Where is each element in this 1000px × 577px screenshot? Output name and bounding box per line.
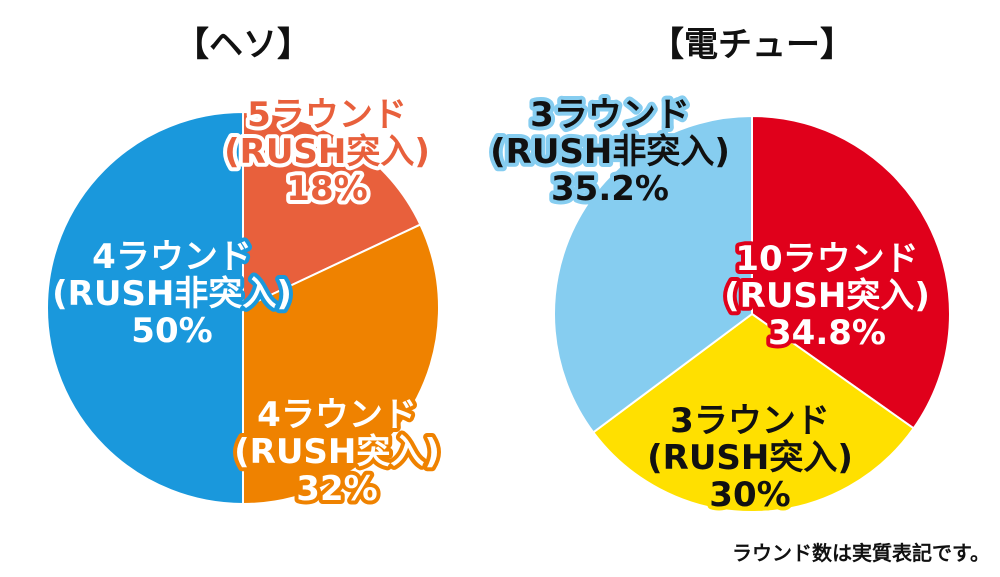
slice-label-line: 50% — [131, 311, 212, 351]
slice-label-line: (RUSH非突入) — [52, 274, 292, 314]
pie-slice — [242, 110, 422, 310]
slice-label-line: (RUSH非突入) — [490, 132, 730, 172]
pie-chart-heso: 5ラウンド(RUSH突入) 18%4ラウンド(RUSH突入) 32%4ラウンド(RU… — [46, 91, 444, 513]
slice-label: 3ラウンド(RUSH非突入) 35.2% — [490, 95, 730, 209]
slice-label-line: (RUSH突入) — [234, 432, 440, 472]
slice-label-line: 4ラウンド — [257, 395, 417, 435]
slice-label-line: 10ラウンド — [735, 239, 918, 279]
slice-label-line: 35.2% — [551, 169, 669, 209]
slice-label: 10ラウンド(RUSH突入) 34.8% — [724, 239, 930, 353]
heso-chart-title: 【ヘソ】 — [175, 25, 311, 65]
slice-label-line: 4ラウンド — [92, 237, 252, 277]
slice-label: 5ラウンド(RUSH突入) 18% — [224, 95, 430, 209]
pie-slice — [242, 223, 440, 506]
slice-label-line: 18% — [286, 169, 367, 209]
slice-label-line: 30% — [709, 475, 790, 515]
slice-label-line: 32% — [296, 469, 377, 509]
slice-label-line: 5ラウンド — [247, 95, 407, 135]
slice-label-line: 3ラウンド — [670, 401, 830, 441]
slice-label-line: 3ラウンド — [530, 95, 690, 135]
slice-label-line: 34.8% — [768, 313, 886, 353]
pie-slice — [46, 110, 244, 506]
slice-label: 4ラウンド(RUSH非突入) 50% — [52, 237, 292, 351]
footnote: ラウンド数は実質表記です。 — [732, 541, 990, 565]
pie-chart-denchu: 10ラウンド(RUSH突入) 34.8%3ラウンド(RUSH突入) 30%3ラウンド… — [486, 91, 951, 519]
slice-label: 4ラウンド(RUSH突入) 32% — [234, 395, 440, 509]
pie-slice — [751, 114, 951, 430]
slice-label: 3ラウンド(RUSH突入) 30% — [647, 401, 853, 515]
pie-slice — [553, 114, 753, 434]
denchu-chart-title: 【電チュー】 — [650, 25, 854, 65]
slice-label-line: (RUSH突入) — [647, 438, 853, 478]
slice-label-line: (RUSH突入) — [224, 132, 430, 172]
slice-label-line: (RUSH突入) — [724, 276, 930, 316]
pie-slice — [591, 312, 916, 513]
